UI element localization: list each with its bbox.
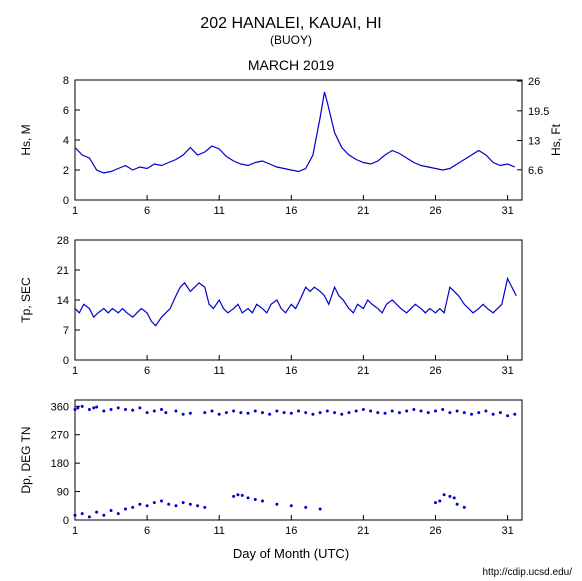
xtick-label: 31 xyxy=(501,365,513,377)
xtick-label: 16 xyxy=(285,525,297,537)
xtick-label: 6 xyxy=(144,365,150,377)
ylabel-tp: Tp, SEC xyxy=(19,277,33,323)
xtick-label: 21 xyxy=(357,205,369,217)
xaxis-label: Day of Month (UTC) xyxy=(233,546,349,561)
xtick-label: 31 xyxy=(501,205,513,217)
panel-frame xyxy=(75,80,522,200)
ytick-label: 4 xyxy=(63,135,69,147)
xtick-label: 16 xyxy=(285,205,297,217)
ytick-label: 6 xyxy=(63,105,69,117)
xtick-label: 11 xyxy=(213,525,224,537)
xtick-label: 21 xyxy=(357,365,369,377)
panel-frame xyxy=(75,400,522,520)
ytick-right-label: 19.5 xyxy=(528,106,549,118)
ytick-label: 21 xyxy=(57,265,69,277)
dp-scatter xyxy=(74,405,517,519)
ytick-label: 0 xyxy=(63,355,69,367)
ytick-label: 0 xyxy=(63,195,69,207)
xtick-label: 26 xyxy=(429,525,441,537)
ytick-label: 0 xyxy=(63,515,69,527)
footer-url: http://cdip.ucsd.edu/ xyxy=(482,567,572,578)
ytick-label: 28 xyxy=(57,235,69,247)
ytick-label: 7 xyxy=(63,325,69,337)
hs-line xyxy=(75,92,515,173)
xtick-label: 16 xyxy=(285,365,297,377)
xtick-label: 21 xyxy=(357,525,369,537)
chart-svg: 202 HANALEI, KAUAI, HI(BUOY) MARCH 2019 Da… xyxy=(0,0,582,581)
xtick-label: 6 xyxy=(144,525,150,537)
xtick-label: 1 xyxy=(72,525,78,537)
ylabel-dp: Dp, DEG TN xyxy=(19,426,33,493)
xtick-label: 31 xyxy=(501,525,513,537)
ytick-right-label: 6.6 xyxy=(528,165,543,177)
xtick-label: 11 xyxy=(213,365,224,377)
ytick-right-label: 13 xyxy=(528,136,540,148)
ylabel-hs-left: Hs, M xyxy=(19,124,33,155)
ytick-label: 8 xyxy=(63,75,69,87)
title: 202 HANALEI, KAUAI, HI xyxy=(200,15,381,32)
ytick-label: 14 xyxy=(57,295,69,307)
xtick-label: 11 xyxy=(213,205,224,217)
ytick-label: 90 xyxy=(57,487,69,499)
ytick-label: 180 xyxy=(51,458,69,470)
ytick-label: 360 xyxy=(51,401,69,413)
ylabel-hs-right: Hs, Ft xyxy=(549,123,563,156)
xtick-label: 26 xyxy=(429,205,441,217)
xtick-label: 1 xyxy=(72,205,78,217)
month-label: MARCH 2019 xyxy=(248,57,335,73)
xtick-label: 26 xyxy=(429,365,441,377)
chart-container: 202 HANALEI, KAUAI, HI(BUOY) MARCH 2019 Da… xyxy=(0,0,582,581)
tp-line xyxy=(75,279,516,326)
xtick-label: 6 xyxy=(144,205,150,217)
panel-frame xyxy=(75,240,522,360)
ytick-right-label: 26 xyxy=(528,76,540,88)
subtitle: (BUOY) xyxy=(270,33,312,47)
ytick-label: 270 xyxy=(51,430,69,442)
xtick-label: 1 xyxy=(72,365,78,377)
ytick-label: 2 xyxy=(63,165,69,177)
